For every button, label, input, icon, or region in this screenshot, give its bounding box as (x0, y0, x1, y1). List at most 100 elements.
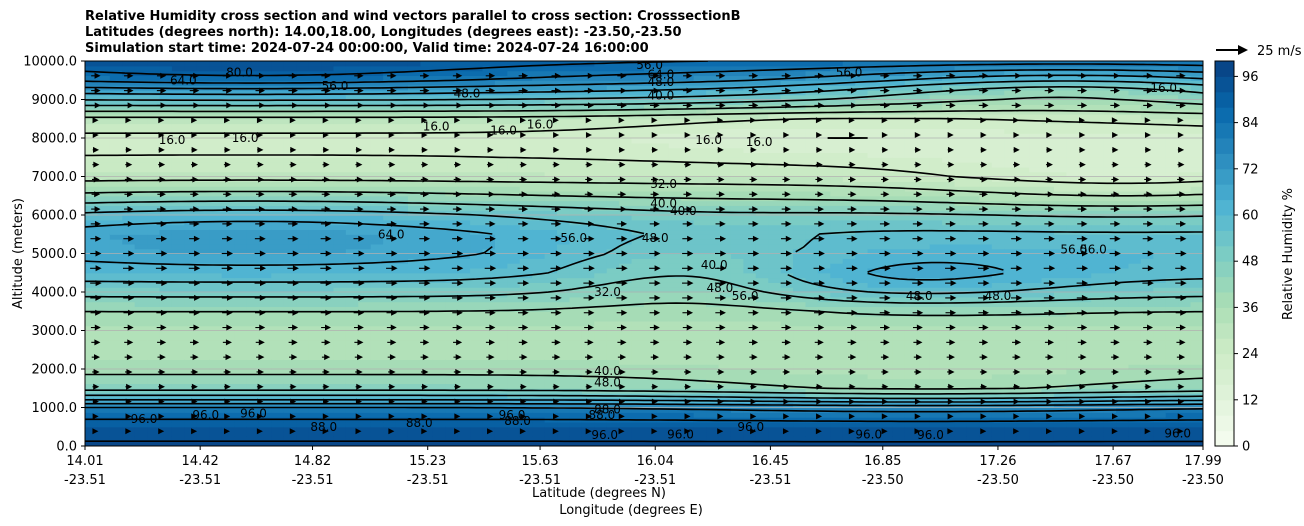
field-cell (109, 75, 123, 81)
field-cell (345, 94, 359, 101)
field-cell (569, 383, 583, 389)
field-cell (445, 104, 459, 110)
field-cell (395, 344, 409, 351)
field-cell (730, 306, 744, 312)
field-cell (420, 138, 434, 144)
field-cell (147, 364, 161, 370)
field-cell (196, 272, 210, 279)
field-cell (370, 157, 384, 163)
field-cell (768, 354, 782, 360)
field-cell (345, 301, 359, 308)
field-cell (594, 224, 608, 231)
field-cell (817, 229, 831, 235)
field-cell (817, 349, 831, 356)
field-cell (768, 282, 782, 288)
field-cell (383, 123, 397, 129)
field-cell (345, 311, 359, 317)
field-cell (830, 426, 844, 433)
field-cell (171, 215, 185, 221)
field-cell (159, 441, 173, 446)
field-cell (246, 311, 260, 317)
field-cell (296, 373, 310, 380)
field-cell (246, 373, 260, 380)
field-cell (606, 190, 620, 197)
field-cell (134, 402, 148, 409)
field-cell (494, 272, 508, 279)
field-cell (494, 364, 508, 370)
field-cell (606, 306, 620, 312)
field-cell (619, 292, 633, 298)
field-cell (85, 162, 99, 168)
field-cell (345, 186, 359, 192)
field-cell (768, 224, 782, 231)
field-cell (693, 393, 707, 399)
field-cell (507, 296, 521, 303)
field-cell (246, 248, 260, 255)
field-cell (370, 402, 384, 409)
field-cell (830, 306, 844, 312)
field-cell (407, 99, 421, 105)
field-cell (519, 301, 533, 308)
field-cell (693, 210, 707, 216)
field-cell (283, 296, 297, 303)
field-cell (370, 171, 384, 178)
field-cell (457, 325, 471, 332)
field-cell (271, 99, 285, 105)
field-cell (395, 316, 409, 322)
field-cell (507, 364, 521, 370)
field-cell (407, 436, 421, 442)
field-cell (780, 85, 794, 91)
field-cell (470, 330, 484, 336)
field-cell (793, 186, 807, 192)
field-cell (296, 267, 310, 274)
field-cell (693, 364, 707, 370)
field-cell (221, 426, 235, 433)
field-cell (171, 369, 185, 375)
field-cell (358, 369, 372, 375)
field-cell (196, 306, 210, 312)
field-cell (644, 190, 658, 197)
field-cell (184, 229, 198, 235)
field-cell (768, 229, 782, 235)
field-cell (805, 301, 819, 308)
field-cell (122, 142, 136, 149)
field-cell (507, 61, 521, 67)
field-cell (97, 80, 111, 86)
field-cell (109, 138, 123, 144)
field-cell (283, 85, 297, 91)
field-cell (407, 253, 421, 259)
field-cell (345, 426, 359, 433)
field-cell (817, 89, 831, 96)
field-cell (817, 292, 831, 298)
field-cell (470, 253, 484, 259)
field-cell (109, 311, 123, 317)
field-cell (432, 65, 446, 72)
field-cell (258, 330, 272, 336)
field-cell (333, 248, 347, 255)
field-cell (706, 344, 720, 351)
field-cell (97, 426, 111, 433)
field-cell (445, 243, 459, 250)
field-cell (544, 431, 558, 437)
field-cell (768, 85, 782, 91)
field-cell (544, 330, 558, 336)
field-cell (706, 133, 720, 139)
field-cell (656, 412, 670, 418)
field-cell (557, 311, 571, 317)
field-cell (432, 359, 446, 365)
field-cell (594, 258, 608, 264)
field-cell (594, 292, 608, 298)
field-cell (258, 407, 272, 413)
field-cell (420, 215, 434, 221)
field-cell (184, 258, 198, 264)
field-cell (420, 349, 434, 356)
field-cell (383, 407, 397, 413)
field-cell (532, 441, 546, 446)
field-cell (457, 85, 471, 91)
field-cell (196, 267, 210, 274)
field-cell (706, 393, 720, 399)
field-cell (730, 243, 744, 250)
field-cell (134, 311, 148, 317)
field-cell (830, 431, 844, 437)
field-cell (817, 272, 831, 279)
